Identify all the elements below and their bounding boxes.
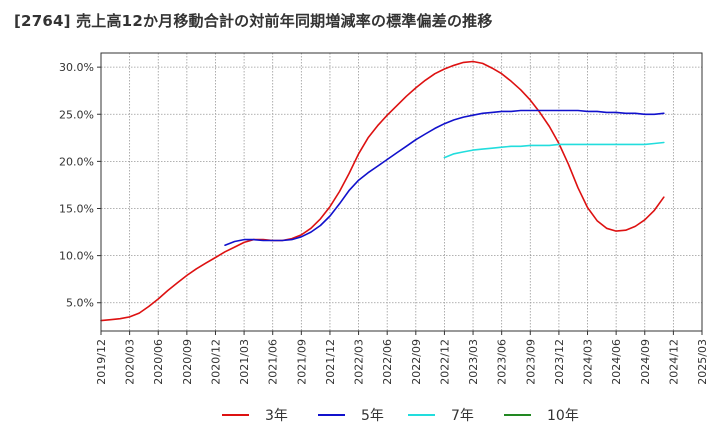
series-line [443,141,665,159]
x-tick-label: 2024/12 [667,339,680,385]
x-tick-label: 2024/09 [639,339,652,385]
y-tick-label: 30.0% [59,61,94,74]
grid-lines [101,53,702,331]
x-tick-label: 2020/09 [181,339,194,385]
series-line [100,60,665,322]
x-tick-label: 2023/06 [496,339,509,385]
legend: 3年 5年 7年 10年 [222,408,579,424]
x-tick-label: 2019/12 [95,339,108,385]
y-tick-label: 10.0% [59,250,94,263]
y-tick-label: 15.0% [59,202,94,215]
x-tick-label: 2024/03 [582,339,595,385]
x-axis: 2019/12 2020/03 2020/06 2020/09 2020/12 2021/… [95,331,709,385]
x-tick-label: 2020/12 [209,339,222,385]
legend-label: 10年 [547,408,579,424]
x-tick-label: 2024/06 [610,339,623,385]
series-lines [100,60,665,322]
x-tick-label: 2025/03 [696,339,709,385]
legend-label: 5年 [361,408,384,424]
legend-label: 3年 [265,408,288,424]
plot-area [101,53,702,331]
x-tick-label: 2022/03 [353,339,366,385]
x-tick-label: 2022/06 [381,339,394,385]
plot-frame [100,52,703,332]
x-tick-label: 2020/06 [152,339,165,385]
x-tick-label: 2023/09 [524,339,537,385]
y-axis: 5.0% 10.0% 15.0% 20.0% 25.0% 30.0% [59,61,101,310]
x-tick-label: 2022/12 [438,339,451,385]
x-tick-label: 2021/03 [238,339,251,385]
chart-title: [2764] 売上高12か月移動合計の対前年同期増減率の標準偏差の推移 [14,12,493,30]
y-tick-label: 25.0% [59,108,94,121]
x-tick-label: 2021/09 [295,339,308,385]
legend-label: 7年 [451,408,474,424]
x-tick-label: 2023/03 [467,339,480,385]
series-line [224,109,665,246]
x-tick-label: 2022/09 [410,339,423,385]
x-tick-label: 2021/06 [267,339,280,385]
x-tick-label: 2020/03 [124,339,137,385]
y-tick-label: 20.0% [59,155,94,168]
y-tick-label: 5.0% [66,297,94,310]
x-tick-label: 2021/12 [324,339,337,385]
x-tick-label: 2023/12 [553,339,566,385]
